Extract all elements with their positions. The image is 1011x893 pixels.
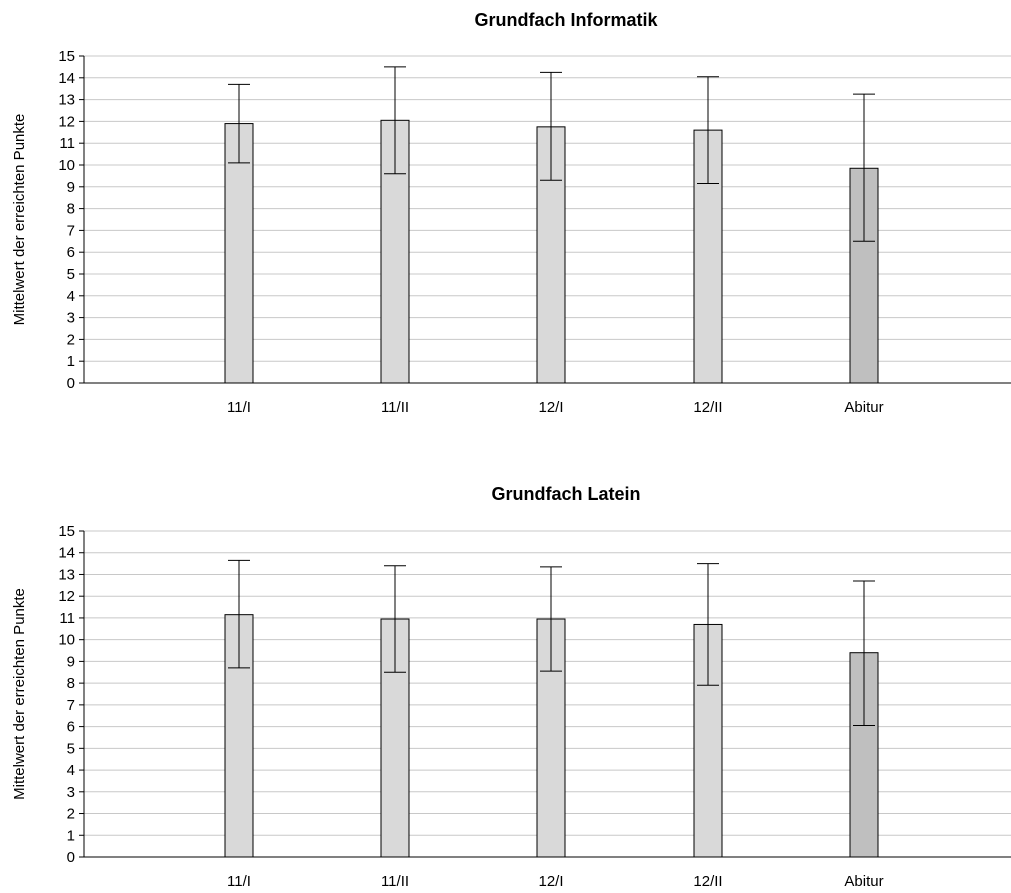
x-category-label: 12/I (538, 873, 563, 890)
y-tick-label: 3 (67, 784, 75, 801)
y-tick-label: 2 (67, 806, 75, 823)
chart-title: Grundfach Latein (491, 484, 640, 504)
y-tick-label: 15 (58, 523, 75, 540)
y-tick-label: 11 (59, 610, 75, 627)
x-category-label: 11/II (381, 399, 409, 416)
y-tick-label: 1 (67, 353, 75, 370)
y-tick-label: 0 (67, 849, 75, 866)
x-category-label: Abitur (844, 399, 883, 416)
y-tick-label: 7 (67, 697, 75, 714)
bar-11-ii (380, 119, 410, 384)
y-tick-label: 8 (67, 201, 75, 218)
chart-latein: Grundfach Latein Mittelwert der erreichte… (11, 484, 1011, 890)
y-tick-label: 7 (67, 222, 75, 239)
y-tick-label: 15 (58, 48, 75, 65)
y-tick-label: 2 (67, 331, 75, 348)
bar-11-i (224, 123, 254, 384)
bar-11-ii (380, 618, 410, 858)
y-tick-label: 4 (67, 288, 75, 305)
y-tick-label: 12 (58, 588, 75, 605)
y-tick-label: 11 (59, 135, 75, 152)
y-tick-label: 5 (67, 740, 75, 757)
y-tick-label: 1 (67, 827, 75, 844)
x-category-label: Abitur (844, 873, 883, 890)
y-tick-label: 13 (58, 92, 75, 109)
y-tick-label: 10 (58, 632, 75, 649)
x-category-label: 12/II (693, 399, 722, 416)
y-tick-label: 8 (67, 675, 75, 692)
y-tick-label: 4 (67, 762, 75, 779)
y-axis-label: Mittelwert der erreichten Punkte (11, 588, 28, 800)
y-tick-label: 0 (67, 375, 75, 392)
y-tick-label: 14 (58, 70, 75, 87)
y-tick-label: 14 (58, 545, 75, 562)
x-category-label: 11/I (227, 399, 251, 416)
x-category-label: 12/I (538, 399, 563, 416)
x-category-label: 11/II (381, 873, 409, 890)
y-tick-label: 5 (67, 266, 75, 283)
y-tick-label: 13 (58, 566, 75, 583)
y-tick-label: 10 (58, 157, 75, 174)
x-category-label: 12/II (693, 873, 722, 890)
y-tick-label: 6 (67, 719, 75, 736)
y-tick-label: 9 (67, 179, 75, 196)
y-tick-label: 6 (67, 244, 75, 261)
y-tick-label: 3 (67, 310, 75, 327)
y-axis-label: Mittelwert der erreichten Punkte (11, 114, 28, 326)
chart-title: Grundfach Informatik (474, 10, 658, 30)
y-tick-label: 9 (67, 653, 75, 670)
x-category-label: 11/I (227, 873, 251, 890)
y-tick-label: 12 (58, 113, 75, 130)
chart-informatik: Grundfach Informatik Mittelwert der errei… (11, 10, 1011, 416)
